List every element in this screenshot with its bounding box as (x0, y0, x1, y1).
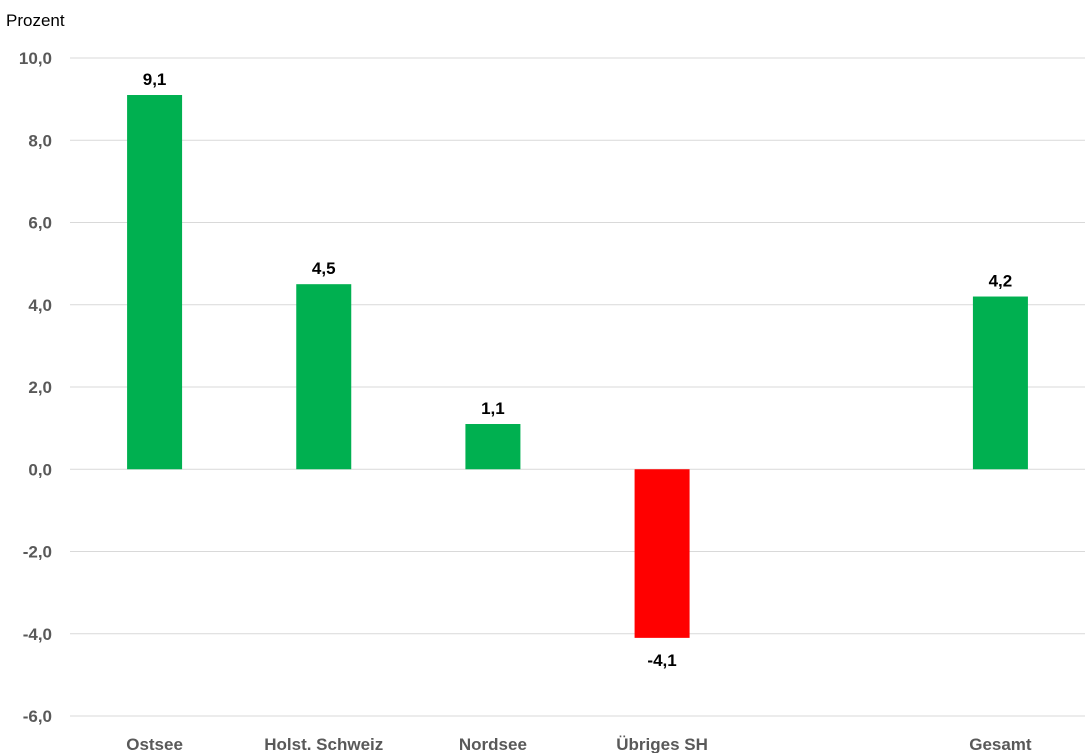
y-tick-label: 2,0 (28, 378, 52, 397)
y-axis-unit-label: Prozent (6, 11, 65, 30)
x-category-label: Nordsee (459, 735, 527, 753)
bar (296, 284, 352, 470)
x-category-label: Übriges SH (616, 735, 708, 753)
y-tick-label: 8,0 (28, 131, 52, 150)
bar (972, 296, 1028, 470)
y-axis-ticks: 10,0 8,0 6,0 4,0 2,0 0,0 -2,0 -4,0 -6,0 (19, 49, 52, 726)
bar (634, 469, 690, 638)
x-category-label: Gesamt (969, 735, 1032, 753)
bar-value-label: 1,1 (481, 399, 505, 418)
y-tick-label: 0,0 (28, 460, 52, 479)
bars (127, 95, 1028, 638)
y-tick-label: -6,0 (23, 707, 52, 726)
data-labels: 9,1 4,5 1,1 -4,1 4,2 (143, 70, 1012, 670)
bar-value-label: 4,2 (989, 272, 1013, 291)
y-tick-label: -4,0 (23, 625, 52, 644)
bar (465, 424, 521, 470)
bar (127, 95, 183, 470)
x-category-label: Holst. Schweiz (264, 735, 383, 753)
y-tick-label: -2,0 (23, 543, 52, 562)
x-category-label: Ostsee (126, 735, 183, 753)
gridlines (70, 57, 1085, 717)
bar-value-label: 9,1 (143, 70, 167, 89)
x-axis-categories: Ostsee Holst. Schweiz Nordsee Übriges SH Ges… (126, 735, 1032, 753)
y-tick-label: 10,0 (19, 49, 52, 68)
bar-value-label: 4,5 (312, 259, 336, 278)
bar-value-label: -4,1 (647, 651, 676, 670)
y-tick-label: 4,0 (28, 296, 52, 315)
y-tick-label: 6,0 (28, 214, 52, 233)
